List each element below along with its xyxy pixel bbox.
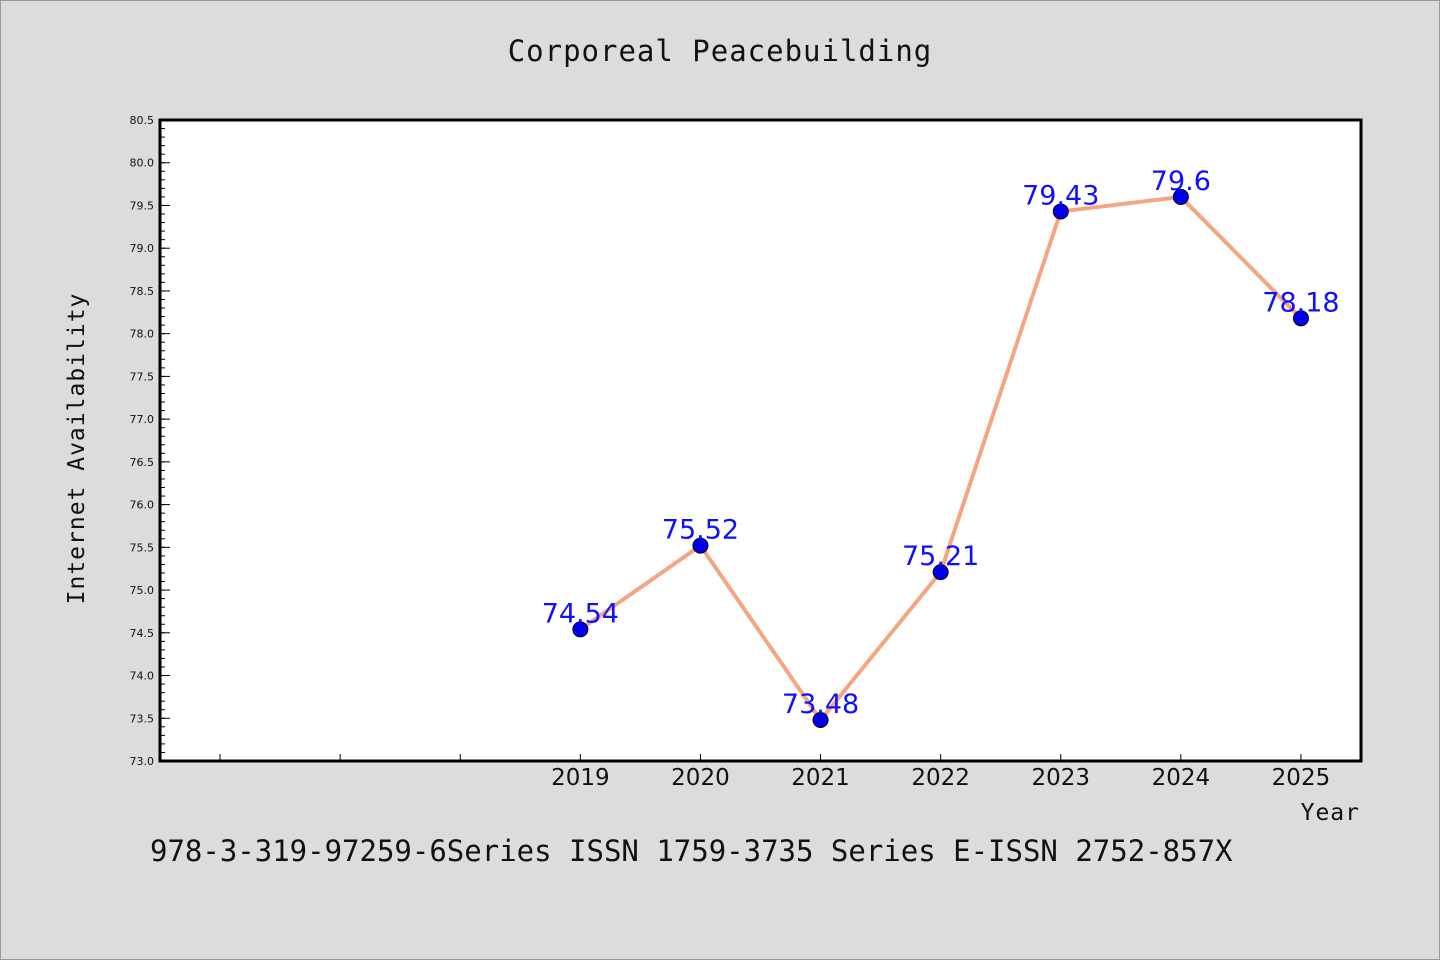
y-tick-label: 73.5 [130,712,155,725]
x-tick-label: 2021 [791,765,850,791]
y-tick-label: 78.5 [130,285,155,298]
data-label: 75.52 [662,515,739,546]
y-tick-label: 77.5 [130,370,155,383]
y-tick-label: 76.5 [130,456,155,469]
y-tick-label: 78.0 [130,328,155,341]
y-tick-label: 77.0 [130,413,155,426]
y-axis-label: Internet Availability [64,293,90,605]
y-tick-label: 74.5 [130,627,155,640]
y-tick-label: 74.0 [130,670,155,683]
data-point [812,711,829,728]
x-tick-label: 2020 [671,765,730,791]
footer-isbn-text: 978-3-319-97259-6Series ISSN 1759-3735 S… [150,834,1233,868]
data-point [1172,188,1189,205]
x-tick-label: 2024 [1152,765,1211,791]
x-tick-label: 2019 [551,765,610,791]
y-tick-label: 76.0 [130,499,155,512]
x-tick-label: 2023 [1031,765,1090,791]
data-point [1052,203,1069,220]
y-axis-ticks: 73.0 73.5 74.0 74.5 75.0 75.5 76.0 76.5 77.0 77.5… [130,114,170,768]
x-tick-label: 2025 [1272,765,1331,791]
data-label: 79.6 [1151,166,1211,197]
data-label: 74.54 [542,598,619,629]
y-tick-label: 75.0 [130,584,155,597]
x-axis-label: Year [1301,800,1360,826]
y-tick-label: 79.5 [130,199,155,212]
data-label: 79.43 [1022,180,1099,211]
data-point [932,564,949,581]
data-labels: 74.54 75.52 73.48 75.21 79.43 79.6 78.18 [542,166,1340,720]
y-tick-label: 79.0 [130,242,155,255]
y-tick-label: 75.5 [130,541,155,554]
data-point [572,621,589,638]
plot-area [158,118,1363,763]
y-tick-label: 80.0 [130,157,155,170]
y-tick-label: 80.5 [130,114,155,127]
data-point [1292,310,1309,327]
y-tick-label: 73.0 [130,755,155,768]
data-label: 78.18 [1262,287,1339,318]
x-axis-ticks: 2019 2020 2021 2022 2023 2024 2025 [219,754,1331,791]
x-tick-label: 2022 [911,765,970,791]
chart-title: Corporeal Peacebuilding [507,34,933,68]
data-point [692,537,709,554]
data-markers [572,188,1309,728]
data-label: 75.21 [902,541,979,572]
data-label: 73.48 [782,689,859,720]
